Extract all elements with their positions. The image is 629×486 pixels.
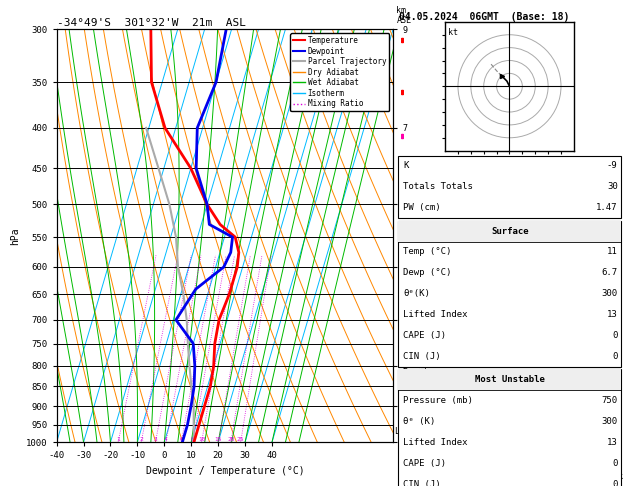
Text: 6.7: 6.7 — [601, 268, 618, 278]
X-axis label: Dewpoint / Temperature (°C): Dewpoint / Temperature (°C) — [145, 466, 304, 476]
Text: 11: 11 — [607, 247, 618, 257]
Text: CIN (J): CIN (J) — [403, 480, 441, 486]
Text: θᵉ(K): θᵉ(K) — [403, 289, 430, 298]
Text: -34°49'S  301°32'W  21m  ASL: -34°49'S 301°32'W 21m ASL — [57, 18, 245, 28]
Text: Lifted Index: Lifted Index — [403, 310, 468, 319]
Text: 300: 300 — [601, 289, 618, 298]
Text: 0: 0 — [612, 352, 618, 361]
Text: 1: 1 — [116, 437, 120, 442]
Text: 3: 3 — [153, 437, 157, 442]
Text: Pressure (mb): Pressure (mb) — [403, 396, 473, 405]
Legend: Temperature, Dewpoint, Parcel Trajectory, Dry Adiabat, Wet Adiabat, Isotherm, Mi: Temperature, Dewpoint, Parcel Trajectory… — [290, 33, 389, 111]
Text: θᵉ (K): θᵉ (K) — [403, 417, 435, 426]
Text: km
ASL: km ASL — [396, 6, 411, 25]
Text: PW (cm): PW (cm) — [403, 203, 441, 212]
Text: LCL: LCL — [394, 427, 409, 436]
Text: kt: kt — [448, 28, 458, 37]
Text: 4: 4 — [164, 437, 168, 442]
Text: 30: 30 — [607, 182, 618, 191]
Text: 25: 25 — [237, 437, 245, 442]
Text: 6: 6 — [179, 437, 183, 442]
Text: 0: 0 — [612, 480, 618, 486]
Text: 2: 2 — [139, 437, 143, 442]
Text: 13: 13 — [607, 310, 618, 319]
Text: K: K — [403, 161, 409, 171]
Text: Mixing Ratio (g/kg): Mixing Ratio (g/kg) — [420, 292, 429, 386]
Text: 13: 13 — [607, 438, 618, 447]
Text: 0: 0 — [612, 459, 618, 468]
Text: CAPE (J): CAPE (J) — [403, 459, 446, 468]
Text: 8: 8 — [191, 437, 194, 442]
Text: © weatheronline.co.uk: © weatheronline.co.uk — [518, 472, 623, 481]
Text: Surface: Surface — [491, 226, 528, 236]
Text: Most Unstable: Most Unstable — [475, 375, 545, 384]
Text: 750: 750 — [601, 396, 618, 405]
Text: 04.05.2024  06GMT  (Base: 18): 04.05.2024 06GMT (Base: 18) — [399, 12, 570, 22]
Text: CAPE (J): CAPE (J) — [403, 331, 446, 340]
Text: -9: -9 — [607, 161, 618, 171]
Text: CIN (J): CIN (J) — [403, 352, 441, 361]
Text: Totals Totals: Totals Totals — [403, 182, 473, 191]
Text: 1.47: 1.47 — [596, 203, 618, 212]
Text: 300: 300 — [601, 417, 618, 426]
Text: 15: 15 — [214, 437, 222, 442]
Text: Lifted Index: Lifted Index — [403, 438, 468, 447]
Text: Temp (°C): Temp (°C) — [403, 247, 452, 257]
Text: 20: 20 — [227, 437, 235, 442]
Text: 0: 0 — [612, 331, 618, 340]
Y-axis label: hPa: hPa — [11, 227, 21, 244]
Text: Dewp (°C): Dewp (°C) — [403, 268, 452, 278]
Text: 10: 10 — [198, 437, 205, 442]
